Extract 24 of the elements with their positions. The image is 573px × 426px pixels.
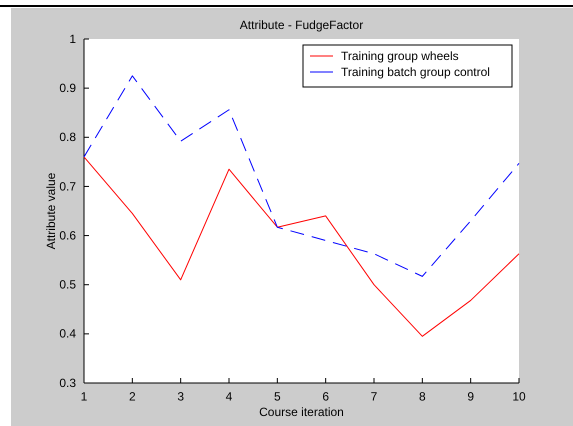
y-tick-label: 0.3	[59, 376, 76, 390]
y-tick-label: 0.6	[59, 228, 76, 242]
x-tick-label: 3	[177, 390, 184, 404]
y-axis-title: Attribute value	[44, 172, 58, 250]
y-tick-label: 1	[69, 32, 76, 46]
chart-title: Attribute - FudgeFactor	[240, 18, 364, 32]
line-series	[84, 156, 520, 337]
x-tick-label: 2	[128, 390, 136, 404]
x-tick-label: 4	[226, 390, 233, 404]
y-tick-label: 0.4	[59, 326, 76, 341]
x-tick-label: 6	[322, 390, 330, 404]
y-tick-label: 0.7	[59, 179, 76, 194]
x-tick-label: 7	[370, 390, 378, 404]
y-tick-label: 0.8	[59, 130, 76, 144]
legend-label: Training group wheels	[341, 49, 459, 63]
x-tick-label: 5	[274, 390, 281, 404]
x-axis-title: Course iteration	[259, 405, 344, 419]
x-tick-label: 1	[80, 390, 88, 404]
x-tick-label: 9	[467, 390, 474, 404]
y-tick-label: 0.9	[59, 80, 76, 95]
y-tick-label: 0.5	[59, 278, 76, 292]
legend-label: Training batch group control	[341, 65, 490, 79]
x-tick-label: 10	[512, 390, 526, 404]
x-tick-label: 8	[418, 390, 426, 404]
